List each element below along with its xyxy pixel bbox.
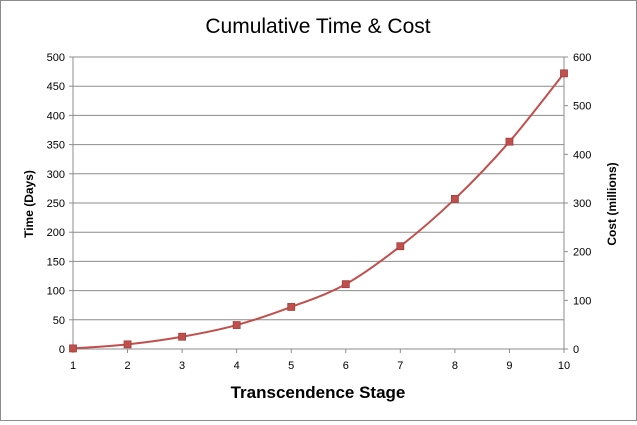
x-tick-label: 1	[70, 360, 76, 372]
x-tick-label: 6	[343, 360, 349, 372]
data-point	[123, 340, 132, 349]
y-axis-label: Time (Days)	[22, 170, 36, 238]
y-tick-label: 400	[47, 110, 65, 122]
y-tick-label: 450	[47, 81, 65, 93]
y2-tick-label: 300	[573, 198, 591, 210]
x-tick-label: 9	[506, 360, 512, 372]
y2-tick-label: 400	[573, 149, 591, 161]
data-point	[396, 242, 405, 251]
y2-tick-label: 200	[573, 247, 591, 259]
data-point	[560, 69, 568, 78]
y-tick-label: 300	[47, 169, 65, 181]
axes	[69, 56, 568, 353]
x-tick-label: 4	[234, 360, 240, 372]
y-tick-label: 150	[47, 256, 65, 268]
x-tick-label: 2	[124, 360, 130, 372]
y-tick-label: 50	[53, 315, 65, 327]
x-tick-label: 5	[288, 360, 294, 372]
data-point	[341, 280, 350, 289]
x-tick-label: 7	[397, 360, 403, 372]
x-tick-label: 8	[452, 360, 458, 372]
gridlines	[73, 56, 564, 321]
series-line	[72, 72, 565, 350]
y2-tick-label: 600	[573, 52, 591, 64]
y-tick-label: 250	[47, 198, 65, 210]
data-point	[287, 303, 296, 311]
y-tick-label: 200	[47, 227, 65, 239]
y2-tick-label: 100	[573, 295, 591, 307]
x-tick-label: 3	[179, 360, 185, 372]
y-tick-label: 500	[47, 52, 65, 64]
data-point	[69, 344, 77, 353]
y2-axis-label: Cost (millions)	[605, 162, 619, 245]
tick-labels: 0 50 100 150 200 250 300 350 400 450 500 0 100 200 300…	[47, 52, 592, 372]
y-tick-label: 350	[47, 140, 65, 152]
data-point	[178, 332, 187, 341]
y2-tick-label: 500	[573, 101, 591, 113]
data-point	[505, 137, 514, 146]
y-tick-label: 100	[47, 286, 65, 298]
chart-title: Cumulative Time & Cost	[205, 15, 430, 38]
x-axis-label: Transcendence Stage	[231, 383, 406, 402]
series-layer	[69, 69, 568, 353]
y-tick-label: 0	[59, 344, 65, 356]
x-tick-label: 10	[558, 360, 570, 372]
data-point	[450, 195, 459, 203]
y2-tick-label: 0	[573, 344, 579, 356]
data-point	[232, 321, 241, 329]
